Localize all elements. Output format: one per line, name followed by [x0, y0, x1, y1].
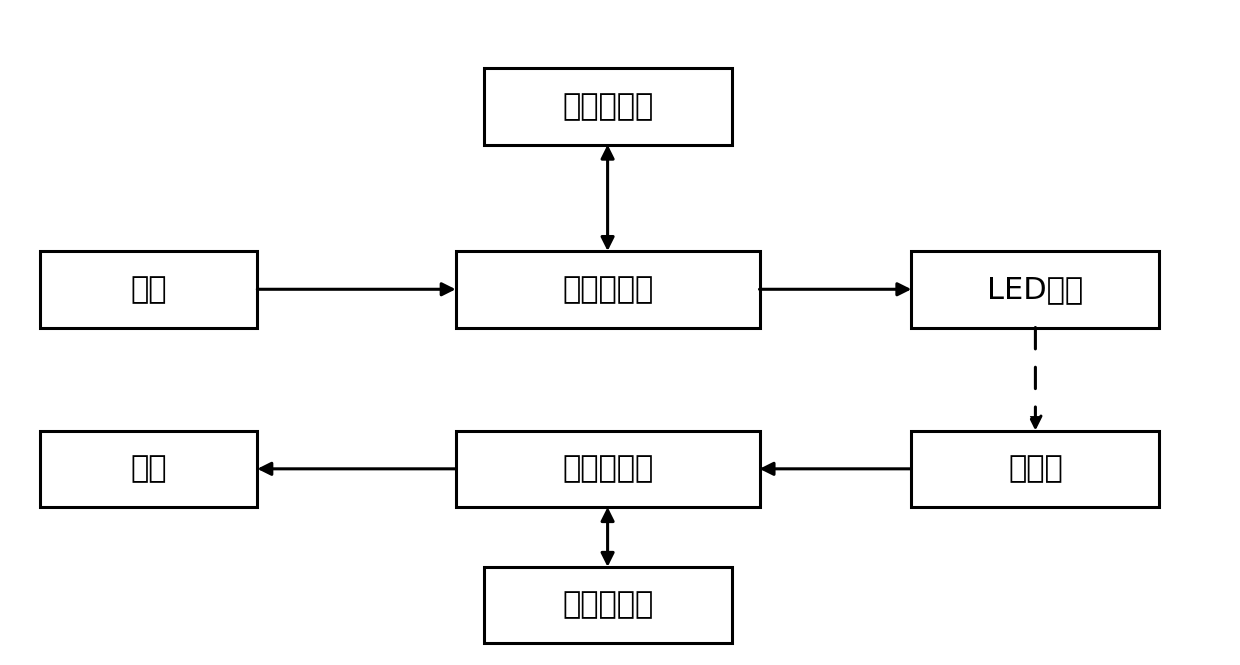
Text: 第一计时器: 第一计时器	[562, 92, 653, 121]
Text: 摄像头: 摄像头	[1008, 454, 1063, 483]
Bar	[911, 251, 1159, 328]
Bar	[484, 567, 732, 644]
Text: 第二计时器: 第二计时器	[562, 591, 653, 620]
Text: LED阵列: LED阵列	[987, 275, 1084, 304]
Text: 信宿: 信宿	[130, 454, 167, 483]
Bar	[911, 431, 1159, 507]
Text: 第二控制器: 第二控制器	[562, 454, 653, 483]
Bar	[40, 431, 258, 507]
Bar	[40, 251, 258, 328]
Text: 信源: 信源	[130, 275, 167, 304]
Bar	[456, 251, 759, 328]
Bar	[484, 68, 732, 145]
Bar	[456, 431, 759, 507]
Text: 第一控制器: 第一控制器	[562, 275, 653, 304]
